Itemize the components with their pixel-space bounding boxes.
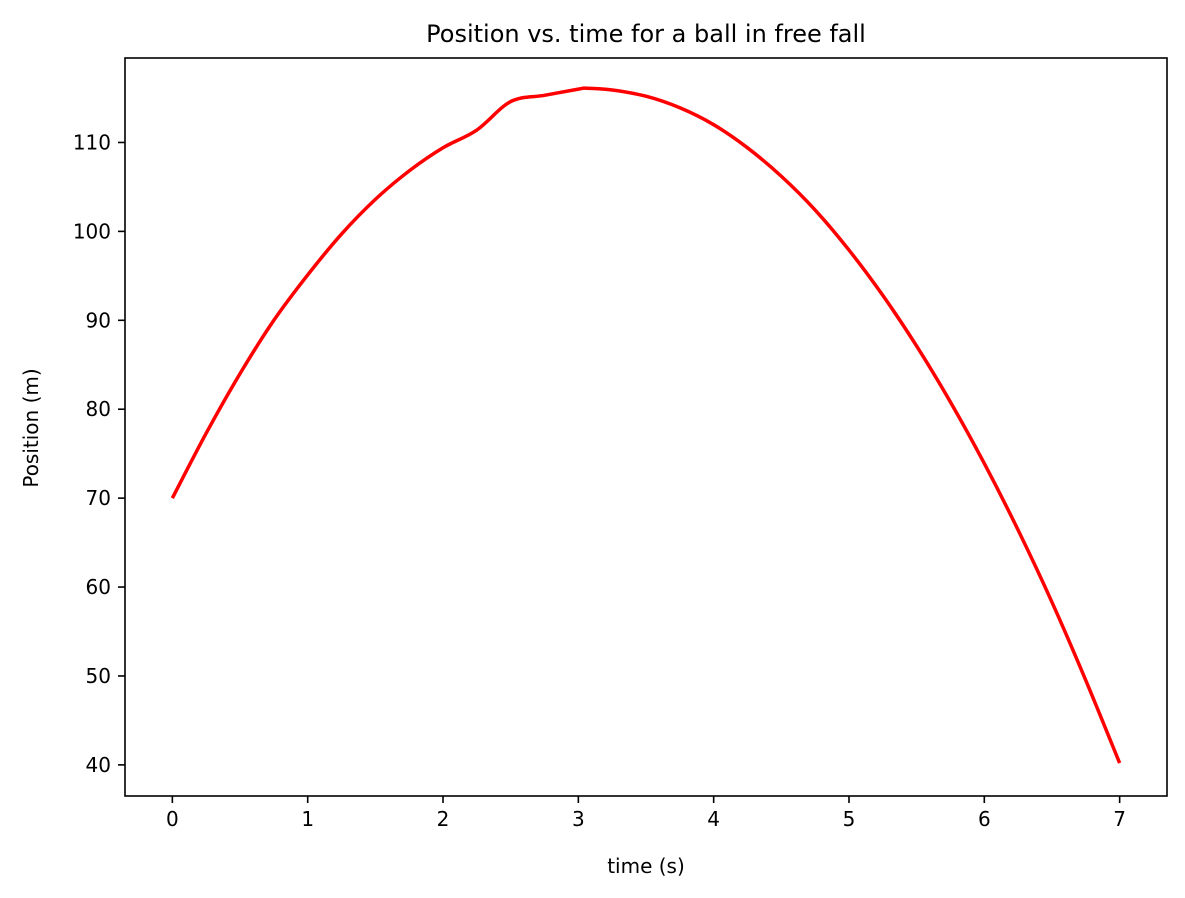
y-tick-label: 90 [86,308,111,332]
x-tick-label: 4 [707,807,720,831]
y-tick-label: 100 [73,219,111,243]
x-tick-label: 6 [978,807,991,831]
chart-title: Position vs. time for a ball in free fal… [426,20,866,48]
series-line-1 [170,86,1122,764]
plot-area: 0 1 2 3 4 5 6 7 40 50 60 70 80 90 100 110 [73,57,1168,831]
y-tick-label: 40 [86,753,111,777]
y-tick-label: 110 [73,130,111,154]
axes-frame [124,57,1168,797]
y-axis-label: Position (m) [19,368,43,487]
y-tick-label: 80 [86,397,111,421]
x-tick-label: 3 [572,807,585,831]
x-axis-label: time (s) [607,854,685,878]
x-tick-label: 7 [1113,807,1126,831]
y-tick-label: 50 [86,664,111,688]
y-tick-label: 70 [86,486,111,510]
x-tick-label: 0 [166,807,179,831]
y-tick-label: 60 [86,575,111,599]
x-tick-label: 1 [301,807,314,831]
x-tick-label: 5 [843,807,856,831]
x-tick-label: 2 [437,807,450,831]
